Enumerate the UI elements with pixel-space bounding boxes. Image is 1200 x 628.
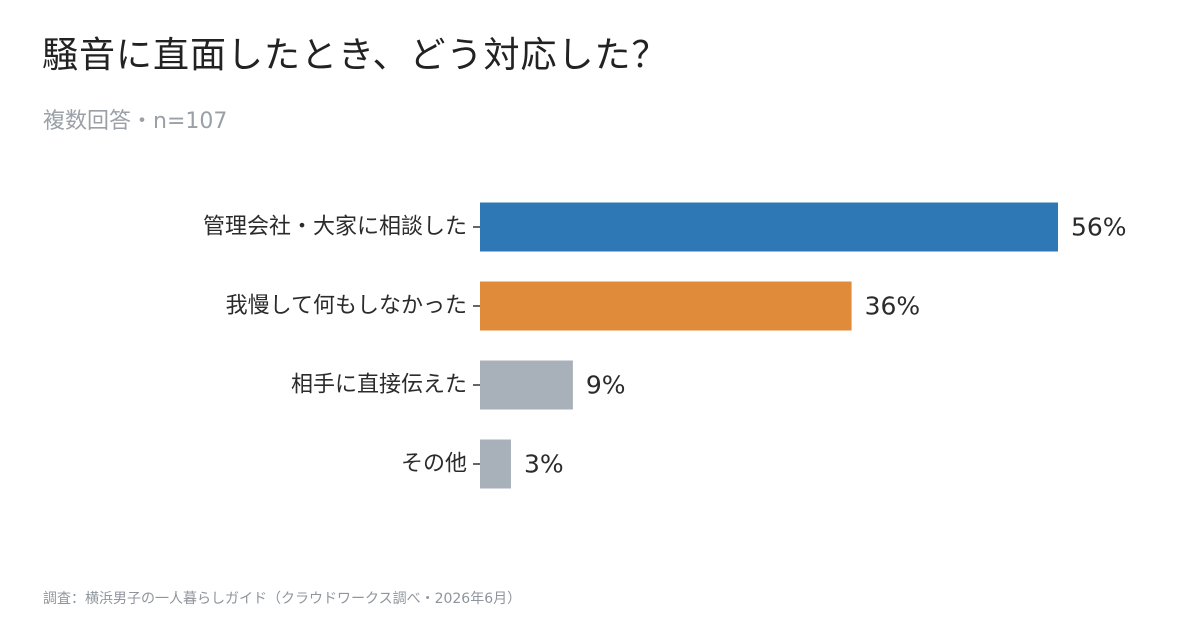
category-label-2: 我慢して何もしなかった [226, 294, 467, 319]
value-label-4: 3% [524, 450, 564, 479]
chart-subtitle: 複数回答・n=107 [43, 109, 228, 134]
value-label-1: 56% [1071, 213, 1127, 242]
category-label-1: 管理会社・大家に相談した [203, 215, 467, 240]
value-label-3: 9% [586, 371, 626, 400]
bar-3 [480, 360, 573, 410]
value-label-2: 36% [865, 292, 921, 321]
category-label-3: 相手に直接伝えた [291, 373, 467, 398]
bar-2 [480, 281, 852, 331]
chart-title: 騒音に直面したとき、どう対応した？ [42, 35, 669, 76]
source-footer: 調査：横浜男子の一人暮らしガイド（クラウドワークス調べ・2026年6月） [43, 591, 522, 607]
bar-1 [480, 202, 1058, 252]
bar-4 [480, 439, 511, 489]
category-label-4: その他 [401, 452, 467, 477]
